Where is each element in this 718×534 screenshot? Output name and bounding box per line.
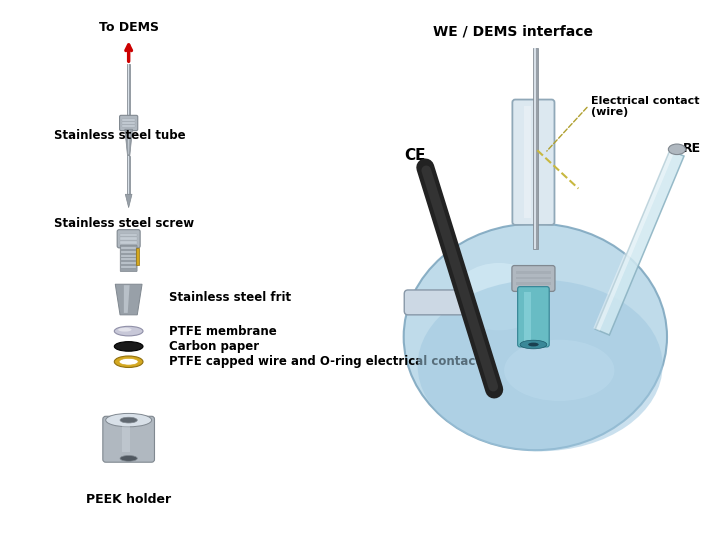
Bar — [516, 277, 551, 279]
Bar — [120, 241, 137, 244]
FancyBboxPatch shape — [518, 287, 549, 347]
Polygon shape — [124, 285, 130, 313]
FancyBboxPatch shape — [404, 290, 465, 315]
Bar — [127, 156, 130, 194]
Polygon shape — [595, 150, 684, 335]
Polygon shape — [116, 284, 142, 315]
Ellipse shape — [404, 224, 667, 450]
Ellipse shape — [114, 356, 143, 367]
Bar — [516, 282, 551, 285]
Bar — [534, 48, 536, 249]
FancyBboxPatch shape — [117, 230, 140, 248]
Ellipse shape — [118, 328, 131, 332]
Bar — [121, 251, 136, 253]
Polygon shape — [128, 130, 130, 154]
Bar — [121, 255, 136, 257]
Bar — [122, 425, 130, 452]
Polygon shape — [593, 149, 674, 331]
Text: CE: CE — [404, 148, 426, 163]
Polygon shape — [125, 129, 133, 156]
Text: PEEK holder: PEEK holder — [86, 493, 171, 506]
Ellipse shape — [106, 413, 151, 427]
Polygon shape — [126, 194, 132, 208]
FancyBboxPatch shape — [103, 417, 154, 462]
Ellipse shape — [119, 358, 139, 365]
Bar — [121, 247, 136, 249]
Ellipse shape — [504, 340, 615, 401]
FancyBboxPatch shape — [512, 265, 555, 292]
Bar — [127, 64, 130, 117]
Text: To DEMS: To DEMS — [98, 21, 159, 34]
Ellipse shape — [520, 340, 547, 349]
Ellipse shape — [418, 280, 663, 451]
Text: PTFE membrane: PTFE membrane — [169, 325, 276, 337]
Bar — [524, 292, 531, 342]
Bar — [524, 106, 531, 218]
Bar — [121, 258, 136, 261]
Text: PTFE capped wire and O-ring electrical contact: PTFE capped wire and O-ring electrical c… — [169, 355, 481, 368]
Text: Electrical contact
(wire): Electrical contact (wire) — [591, 96, 699, 117]
Text: RE: RE — [683, 142, 701, 155]
Bar — [121, 266, 136, 268]
Text: Carbon paper: Carbon paper — [169, 340, 259, 353]
Text: WE / DEMS interface: WE / DEMS interface — [434, 25, 593, 39]
FancyBboxPatch shape — [513, 99, 554, 225]
Ellipse shape — [114, 326, 143, 336]
Bar — [121, 262, 136, 264]
Text: Stainless steel tube: Stainless steel tube — [54, 129, 186, 143]
Ellipse shape — [528, 343, 538, 347]
Bar — [120, 233, 137, 236]
Bar — [122, 119, 136, 121]
Bar — [516, 271, 551, 274]
Ellipse shape — [668, 144, 686, 154]
Ellipse shape — [120, 456, 137, 461]
Bar — [136, 248, 139, 265]
Text: Stainless steel screw: Stainless steel screw — [54, 217, 194, 231]
Text: Stainless steel frit: Stainless steel frit — [169, 291, 291, 304]
Ellipse shape — [453, 263, 545, 331]
Ellipse shape — [114, 342, 143, 351]
FancyBboxPatch shape — [120, 245, 137, 272]
Bar — [120, 237, 137, 240]
Bar — [533, 48, 538, 249]
Bar — [122, 125, 136, 127]
Ellipse shape — [120, 417, 137, 423]
FancyBboxPatch shape — [120, 115, 138, 131]
Bar — [122, 122, 136, 124]
